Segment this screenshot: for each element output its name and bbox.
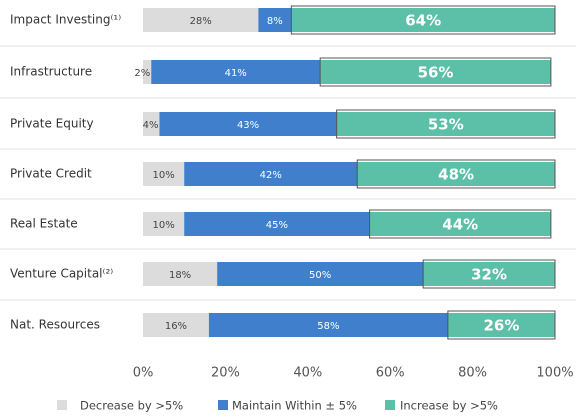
segment-outline: [319, 57, 552, 87]
bar-segment: [447, 313, 555, 337]
legend-swatch: [218, 400, 228, 410]
data-label: 41%: [225, 68, 247, 79]
bar-segment: [143, 8, 259, 32]
category-label: Real Estate: [10, 217, 78, 231]
bar-segment: [208, 313, 448, 337]
data-label: 50%: [309, 270, 331, 281]
segment-outline: [356, 159, 556, 189]
data-label: 10%: [152, 170, 174, 181]
data-label: 10%: [152, 220, 174, 231]
data-label: 4%: [143, 120, 159, 131]
data-label: 43%: [237, 120, 259, 131]
legend-label: Decrease by >5%: [80, 399, 183, 413]
x-tick-label: 80%: [458, 366, 487, 381]
data-label: 2%: [134, 68, 150, 79]
data-label: 44%: [442, 216, 478, 234]
x-tick-label: 40%: [293, 366, 322, 381]
data-label: 64%: [405, 12, 441, 30]
segment-outline: [290, 5, 556, 35]
segment-outline: [422, 259, 556, 289]
data-label: 8%: [267, 16, 283, 27]
bar-segment: [320, 60, 551, 84]
category-label: Venture Capital⁽²⁾: [10, 267, 113, 281]
legend-label: Maintain Within ± 5%: [232, 399, 357, 413]
category-label: Nat. Resources: [10, 318, 100, 332]
bar-segment: [143, 60, 152, 84]
data-label: 16%: [165, 321, 187, 332]
bar-segment: [184, 212, 370, 236]
x-tick-label: 100%: [536, 366, 573, 381]
data-label: 45%: [266, 220, 288, 231]
category-label: Infrastructure: [10, 65, 92, 79]
bar-segment: [159, 112, 337, 136]
bar-segment: [258, 8, 292, 32]
data-label: 42%: [260, 170, 282, 181]
bar-segment: [184, 162, 358, 186]
category-label: Impact Investing⁽¹⁾: [10, 13, 121, 27]
data-label: 58%: [317, 321, 339, 332]
data-label: 53%: [428, 116, 464, 134]
bar-segment: [143, 262, 218, 286]
category-label: Private Credit: [10, 167, 92, 181]
x-tick-label: 0%: [133, 366, 154, 381]
bar-segment: [423, 262, 555, 286]
data-label: 48%: [438, 166, 474, 184]
bar-segment: [143, 112, 160, 136]
bar-segment: [291, 8, 555, 32]
bar-segment: [143, 313, 209, 337]
data-label: 28%: [190, 16, 212, 27]
bar-segment: [217, 262, 424, 286]
bar-segment: [143, 162, 185, 186]
data-label: 18%: [169, 270, 191, 281]
row-separators: [0, 45, 576, 301]
legend-label: Increase by >5%: [400, 399, 498, 413]
segment-outline: [447, 310, 556, 340]
data-label: 32%: [471, 266, 507, 284]
bar-segment: [357, 162, 555, 186]
x-tick-label: 20%: [211, 366, 240, 381]
bar-segment: [369, 212, 551, 236]
bar-segment: [143, 212, 185, 236]
legend-swatch: [385, 400, 395, 410]
legend-swatch: [57, 400, 67, 410]
data-label: 26%: [483, 317, 519, 335]
segment-outline: [336, 109, 556, 139]
bar-segment: [151, 60, 321, 84]
bar-segment: [336, 112, 555, 136]
x-tick-label: 60%: [376, 366, 405, 381]
data-label: 56%: [418, 64, 454, 82]
segment-outline: [369, 209, 552, 239]
category-label: Private Equity: [10, 117, 94, 131]
